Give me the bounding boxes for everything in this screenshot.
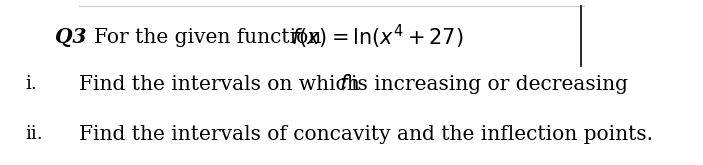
Text: ii.: ii. <box>25 125 43 143</box>
Text: Q3: Q3 <box>56 27 87 47</box>
Text: For the given function: For the given function <box>94 28 335 47</box>
Text: is increasing or decreasing: is increasing or decreasing <box>352 75 628 94</box>
Text: i.: i. <box>25 75 37 93</box>
Text: $f$: $f$ <box>339 74 351 94</box>
Text: $f(x) = \ln(x^4 + 27)$: $f(x) = \ln(x^4 + 27)$ <box>291 23 464 51</box>
Text: Find the intervals of concavity and the inflection points.: Find the intervals of concavity and the … <box>79 125 653 144</box>
Text: Find the intervals on which: Find the intervals on which <box>79 75 366 94</box>
